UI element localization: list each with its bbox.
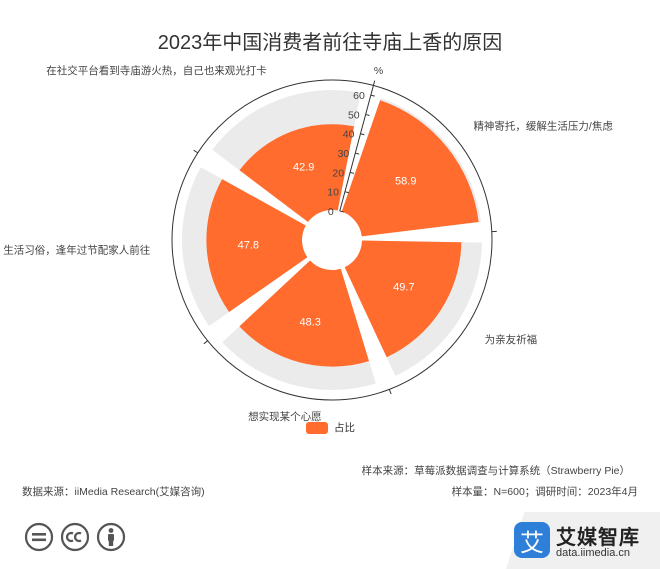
brand-badge: 艾 艾媒智库 data.iimedia.cn xyxy=(506,512,660,569)
radial-tick-label: 0 xyxy=(328,206,334,218)
radial-tick xyxy=(360,133,365,136)
polar-bar xyxy=(239,124,355,222)
radial-tick-label: 10 xyxy=(327,187,339,199)
category-label: 在社交平台看到寺庙游火热，自己也来观光打卡 xyxy=(46,64,267,77)
category-label: 想实现某个心愿 xyxy=(248,410,322,423)
radial-tick xyxy=(349,171,355,174)
radial-tick xyxy=(370,94,375,97)
license-icons xyxy=(24,522,126,552)
angle-tick xyxy=(203,340,208,345)
brand-url: data.iimedia.cn xyxy=(556,547,630,559)
radial-tick-label: 50 xyxy=(348,109,360,121)
data-label: 48.3 xyxy=(299,316,320,328)
radial-unit-label: % xyxy=(374,65,383,77)
polar-bar-chart: 58.9 49.7 48.3 47.8 42.9 精神寄托，缓解生活压力/焦虑为亲友祈福想… xyxy=(3,64,613,423)
brand-name: 艾媒智库 xyxy=(556,527,640,549)
data-source: 数据来源：iiMedia Research(艾媒咨询) xyxy=(22,486,205,498)
sample-info: 样本量：N=600；调研时间：2023年4月 xyxy=(451,486,638,498)
data-label: 58.9 xyxy=(395,175,416,187)
legend-swatch xyxy=(306,421,328,434)
chart-title: 2023年中国消费者前往寺庙上香的原因 xyxy=(157,32,503,54)
polar-outer-ring xyxy=(171,79,493,401)
legend[interactable]: 占比 xyxy=(306,420,355,435)
radial-tick xyxy=(344,191,349,194)
angle-tick xyxy=(372,80,376,86)
sample-source: 样本来源：草莓派数据调查与计算系统（Strawberry Pie） xyxy=(361,465,630,477)
equal-icon xyxy=(24,522,54,552)
polar-bar xyxy=(239,260,370,367)
polar-bar xyxy=(341,100,479,237)
data-label: 42.9 xyxy=(293,161,314,173)
radial-axis xyxy=(339,85,374,212)
radial-tick-label: 40 xyxy=(343,129,355,141)
radial-tick-label: 30 xyxy=(338,148,350,160)
angle-tick xyxy=(388,389,392,395)
polar-bar xyxy=(344,240,462,358)
radial-tick xyxy=(339,210,344,213)
person-icon xyxy=(96,522,126,552)
cc-icon xyxy=(60,522,90,552)
radial-tick-label: 20 xyxy=(332,167,344,179)
radial-tick-label: 60 xyxy=(353,90,365,102)
category-label: 为亲友祈福 xyxy=(485,333,538,346)
category-label: 精神寄托，缓解生活压力/焦虑 xyxy=(473,119,613,132)
brand-logo: 艾 xyxy=(514,522,550,558)
radial-tick xyxy=(355,152,360,155)
category-label: 生活习俗，逢年过节配家人前往 xyxy=(3,244,150,257)
polar-bar xyxy=(206,179,308,313)
legend-label: 占比 xyxy=(334,422,355,434)
angle-tick xyxy=(193,149,199,154)
radial-tick xyxy=(365,113,370,116)
data-label: 47.8 xyxy=(238,239,259,251)
data-label: 49.7 xyxy=(393,282,414,294)
